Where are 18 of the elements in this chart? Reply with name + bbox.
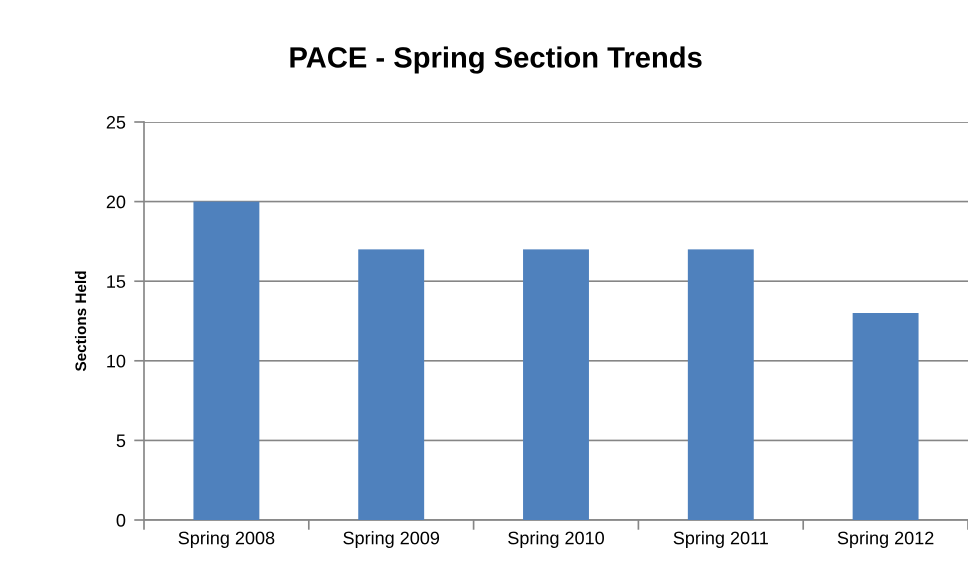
bar: [193, 202, 260, 520]
bar: [852, 313, 919, 520]
x-tick-label: Spring 2008: [178, 531, 274, 548]
bar: [358, 249, 424, 520]
x-tick-label: Spring 2012: [838, 531, 934, 548]
x-tick-label: Spring 2009: [343, 531, 440, 548]
y-tick-label: 0: [116, 514, 126, 527]
y-tick-label: 10: [107, 354, 126, 368]
y-tick-label: 15: [107, 275, 126, 288]
y-axis-title: Sections Held: [74, 271, 86, 372]
y-tick-label: 20: [106, 196, 126, 208]
y-tick-label: 5: [116, 434, 126, 448]
x-tick-label: Spring 2010: [508, 531, 604, 548]
chart-title: PACE - Spring Section Trends: [290, 46, 702, 74]
y-tick-label: 25: [106, 116, 126, 129]
bar: [523, 249, 589, 520]
bar: [688, 249, 754, 520]
x-tick-label: Spring 2011: [674, 531, 768, 548]
